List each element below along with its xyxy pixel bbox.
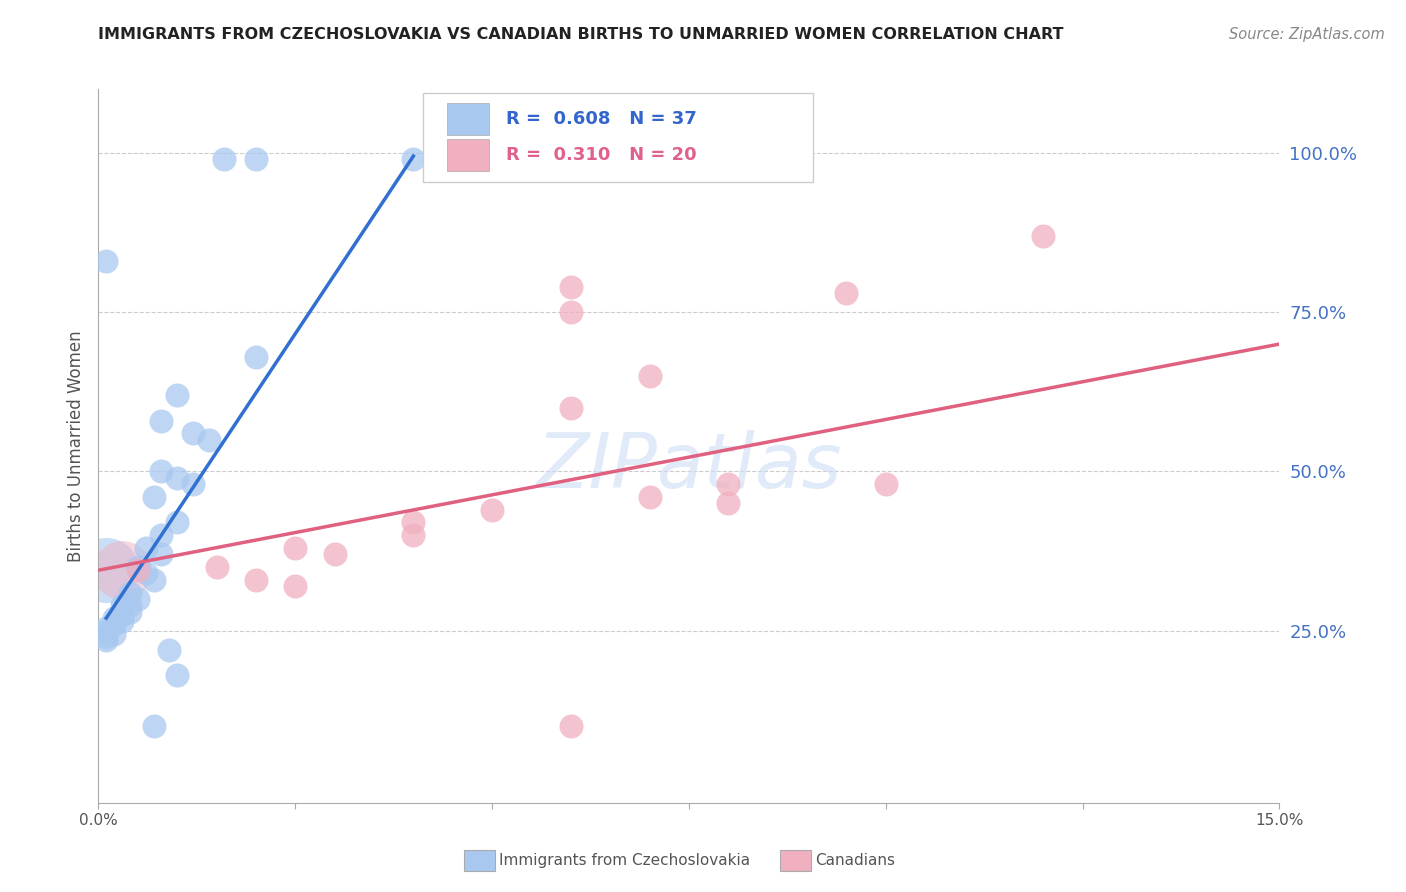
Point [118,605,141,619]
Point [96,254,118,268]
Point [142,490,165,504]
Text: Source: ZipAtlas.com: Source: ZipAtlas.com [1229,27,1385,42]
Text: IMMIGRANTS FROM CZECHOSLOVAKIA VS CANADIAN BIRTHS TO UNMARRIED WOMEN CORRELATION: IMMIGRANTS FROM CZECHOSLOVAKIA VS CANADI… [98,27,1064,42]
Point [135,541,157,555]
Text: Canadians: Canadians [815,854,896,868]
FancyBboxPatch shape [447,103,489,136]
Point [166,471,188,485]
Point [717,477,740,491]
Text: R =  0.310   N = 20: R = 0.310 N = 20 [506,146,696,164]
Point [111,563,134,577]
Point [214,153,236,167]
Point [402,516,425,530]
Point [103,627,125,641]
Point [205,560,228,574]
Point [875,477,897,491]
Point [111,607,134,622]
Point [127,563,149,577]
Point [481,502,503,516]
Point [197,433,219,447]
Point [638,368,661,383]
Point [127,560,149,574]
Point [111,614,134,628]
Point [181,426,204,441]
Point [103,617,125,632]
Point [135,566,157,581]
FancyBboxPatch shape [447,139,489,171]
Point [96,621,118,635]
Point [150,547,173,561]
Text: R =  0.608   N = 37: R = 0.608 N = 37 [506,111,696,128]
Point [560,401,582,415]
Point [560,719,582,733]
Y-axis label: Births to Unmarried Women: Births to Unmarried Women [66,330,84,562]
Point [118,585,141,599]
Point [245,153,267,167]
Point [402,153,425,167]
FancyBboxPatch shape [423,93,813,182]
Point [127,591,149,606]
Point [166,388,188,402]
Point [560,305,582,319]
Point [103,611,125,625]
Point [150,465,173,479]
Point [157,643,180,657]
Point [402,528,425,542]
Text: Immigrants from Czechoslovakia: Immigrants from Czechoslovakia [499,854,751,868]
Point [166,668,188,682]
Point [1032,228,1054,243]
Point [166,516,188,530]
Point [142,573,165,587]
Point [142,719,165,733]
Point [111,599,134,613]
Point [96,624,118,638]
Point [835,286,858,301]
Point [118,599,141,613]
Point [717,496,740,510]
Point [284,541,307,555]
Point [560,279,582,293]
Point [638,490,661,504]
Point [323,547,346,561]
Point [96,633,118,648]
Point [150,528,173,542]
Point [96,630,118,644]
Point [181,477,204,491]
Point [96,563,118,577]
Point [150,413,173,427]
Point [284,579,307,593]
Text: ZIPatlas: ZIPatlas [536,431,842,504]
Point [245,350,267,364]
Point [245,573,267,587]
